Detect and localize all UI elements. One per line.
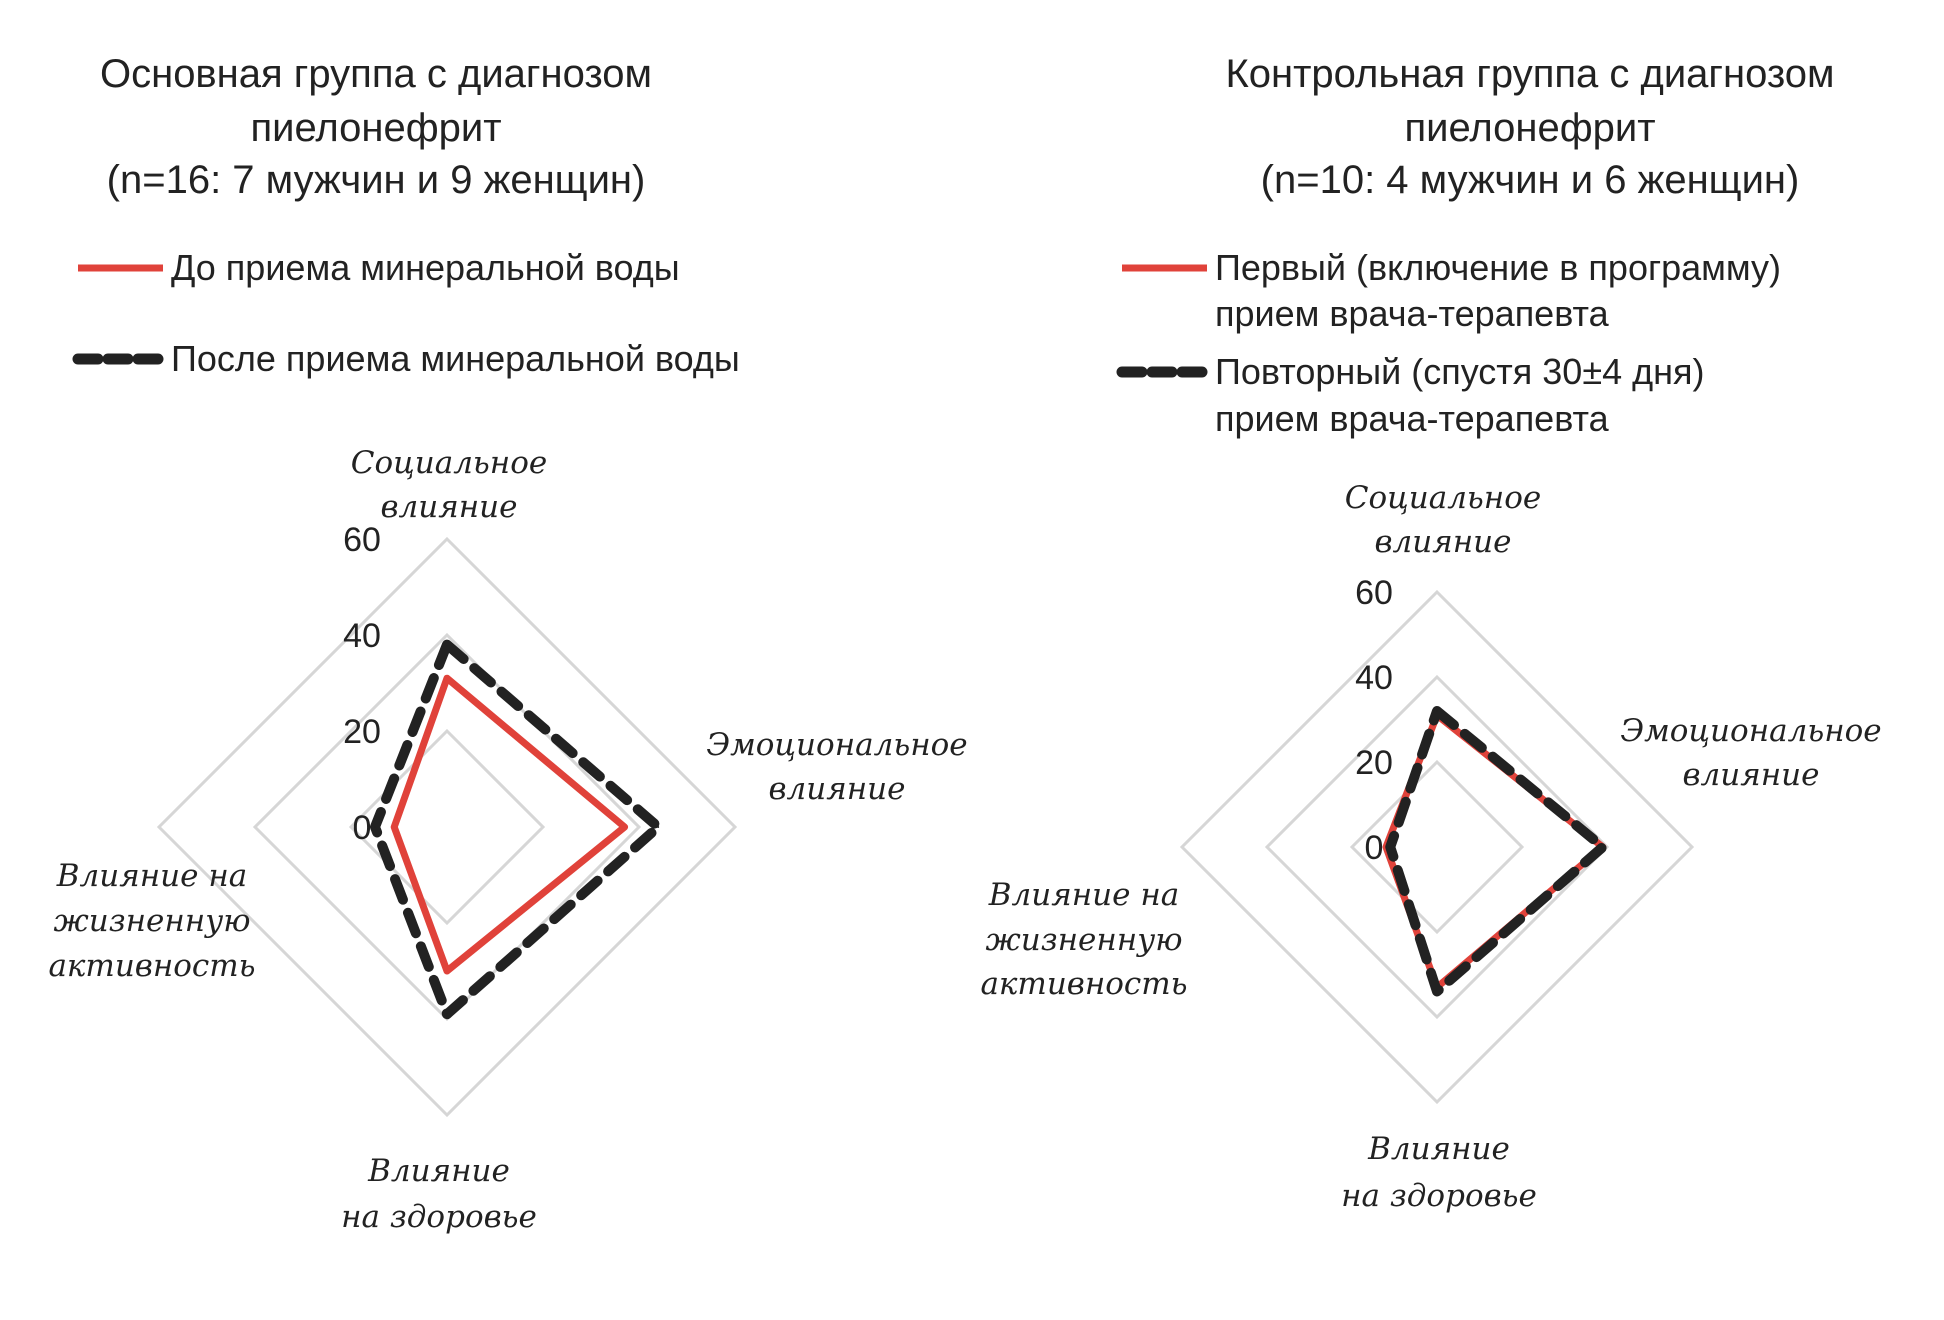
radar-chart-2 — [1116, 264, 1695, 1105]
chart-title: Основная группа с диагнозом — [100, 52, 652, 96]
chart-title: Контрольная группа с диагнозом — [1225, 52, 1834, 96]
legend-label: После приема минеральной воды — [171, 338, 740, 379]
grid-ring — [1349, 759, 1525, 935]
legend-label: До приема минеральной воды — [171, 247, 680, 288]
tick-label: 60 — [1355, 574, 1393, 612]
axis-label: влияние — [1682, 757, 1819, 793]
tick-label: 40 — [343, 617, 381, 655]
axis-label: жизненную — [986, 922, 1183, 958]
tick-label: 60 — [343, 521, 381, 559]
data-point — [657, 826, 660, 828]
data-point — [446, 970, 448, 972]
data-point — [623, 826, 626, 828]
series-line-1 — [390, 674, 629, 975]
axis-label: Влияние — [1367, 1131, 1510, 1167]
axis-label: влияние — [768, 771, 905, 807]
grid-ring — [1179, 589, 1695, 1105]
axis-label: Эмоциональное — [706, 727, 967, 763]
tick-label: 0 — [1365, 829, 1384, 867]
data-point — [393, 826, 396, 828]
series-line-2 — [1385, 706, 1608, 997]
axis-label: Влияние — [367, 1153, 510, 1189]
chart-title: пиелонефрит — [1404, 106, 1655, 150]
tick-label: 0 — [353, 809, 372, 847]
axis-label: Влияние на — [56, 858, 248, 894]
axis-label: Социальное — [351, 445, 548, 481]
data-point — [446, 643, 448, 646]
grid-ring — [156, 536, 738, 1118]
data-point — [1389, 846, 1392, 848]
axis-label: на здоровье — [1341, 1178, 1537, 1214]
legend-label: Повторный (спустя 30±4 дня) — [1215, 351, 1704, 392]
series-line-2 — [370, 639, 664, 1020]
legend-label: прием врача-терапевта — [1215, 398, 1610, 439]
axis-label: влияние — [380, 489, 517, 525]
tick-label: 40 — [1355, 659, 1393, 697]
tick-label: 20 — [343, 713, 381, 751]
radar-chart-1 — [72, 264, 738, 1118]
legend-label: Первый (включение в программу) — [1215, 247, 1781, 288]
axis-label: влияние — [1374, 524, 1511, 560]
chart-title: пиелонефрит — [250, 106, 501, 150]
chart-title: (n=16: 7 мужчин и 9 женщин) — [107, 158, 646, 202]
tick-label: 20 — [1355, 744, 1393, 782]
grid-ring — [1264, 674, 1610, 1020]
legend-label: прием врача-терапевта — [1215, 293, 1610, 334]
axis-label: жизненную — [54, 903, 251, 939]
data-point — [374, 826, 376, 828]
data-point — [1436, 990, 1438, 993]
axis-label: на здоровье — [341, 1199, 537, 1235]
axis-label: Эмоциональное — [1620, 713, 1881, 749]
axis-label: активность — [980, 966, 1187, 1002]
axis-label: Влияние на — [988, 877, 1180, 913]
data-point — [446, 677, 448, 680]
axis-label: Социальное — [1345, 480, 1542, 516]
axis-label: активность — [48, 948, 255, 984]
data-point — [446, 1013, 448, 1016]
data-point — [1436, 710, 1438, 712]
chart-title: (n=10: 4 мужчин и 6 женщин) — [1261, 158, 1800, 202]
data-point — [1601, 846, 1604, 848]
